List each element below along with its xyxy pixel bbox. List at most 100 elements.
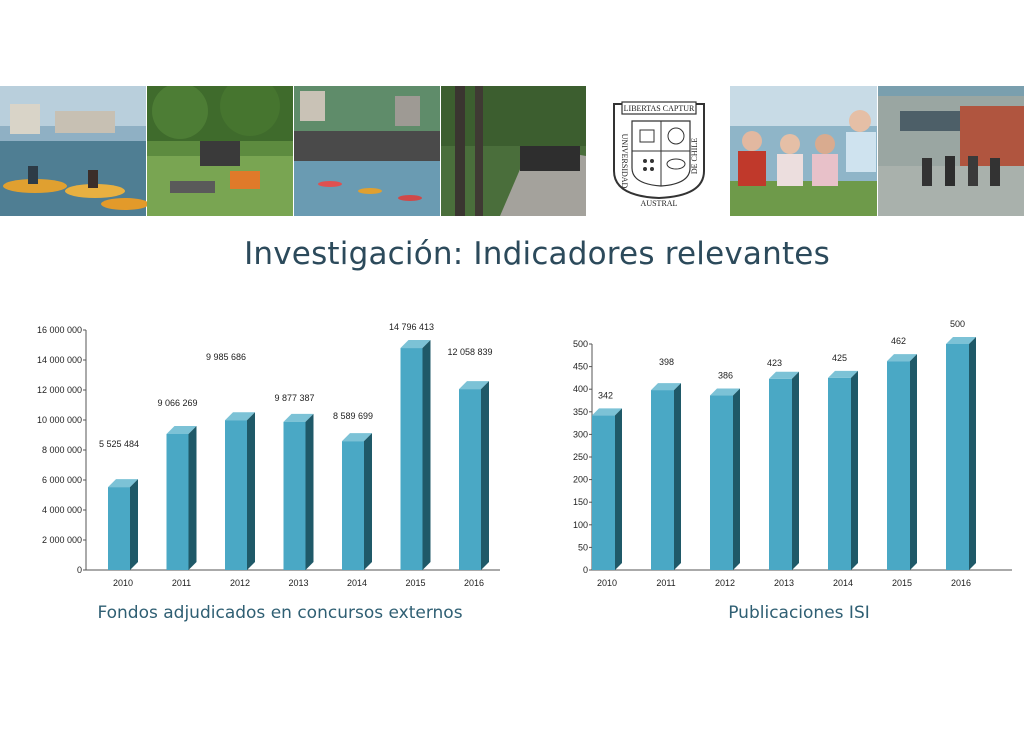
publicaciones-bar (887, 354, 917, 570)
fondos-bar (225, 412, 255, 570)
fondos-y-tick-label: 14 000 000 (37, 355, 82, 365)
fondos-bar-top (459, 381, 489, 390)
publicaciones-bar-front (592, 415, 615, 570)
publicaciones-y-tick-label: 500 (573, 339, 588, 349)
publicaciones-bar-front (710, 395, 733, 570)
publicaciones-bar-side (674, 383, 681, 570)
photo-tree-avenue (441, 86, 586, 216)
publicaciones-bar (828, 370, 858, 570)
fondos-bar (400, 340, 431, 570)
publicaciones-x-tick-label: 2010 (597, 578, 617, 588)
publicaciones-bar (710, 388, 740, 570)
publicaciones-bar (592, 408, 622, 570)
fondos-bar-front (108, 487, 130, 570)
publicaciones-bar-front (887, 361, 910, 570)
publicaciones-bar-top (769, 371, 799, 379)
publicaciones-bar (769, 371, 799, 570)
fondos-y-tick-label: 10 000 000 (37, 415, 82, 425)
publicaciones-bar (651, 383, 681, 570)
fondos-bar-front (166, 434, 189, 570)
photo-campus-building (878, 86, 1024, 216)
publicaciones-data-label: 342 (598, 390, 613, 400)
publicaciones-bar-side (969, 337, 976, 570)
publicaciones-x-tick-label: 2011 (656, 578, 675, 588)
fondos-y-tick-label: 16 000 000 (37, 325, 82, 335)
svg-text:AUSTRAL: AUSTRAL (641, 199, 678, 208)
svg-text:UNIVERSIDAD: UNIVERSIDAD (620, 134, 629, 189)
fondos-y-tick-label: 4 000 000 (42, 505, 82, 515)
publicaciones-bar-top (710, 388, 740, 396)
svg-text:LIBERTAS CAPTUR: LIBERTAS CAPTUR (624, 104, 695, 113)
publicaciones-bar-top (651, 383, 681, 391)
fondos-bar (166, 426, 197, 570)
publicaciones-data-label: 398 (659, 357, 674, 367)
fondos-data-label: 9 066 269 (157, 398, 197, 408)
publicaciones-y-tick-label: 450 (573, 362, 588, 372)
fondos-bar-top (283, 413, 314, 422)
fondos-bar-side (247, 412, 255, 570)
publicaciones-data-label: 423 (767, 358, 782, 368)
fondos-bar-front (225, 420, 247, 570)
fondos-y-tick-label: 0 (77, 565, 82, 575)
fondos-data-label: 14 796 413 (389, 322, 434, 332)
fondos-data-label: 5 525 484 (99, 439, 139, 449)
publicaciones-x-tick-label: 2012 (715, 578, 735, 588)
photo-kayaks (0, 86, 149, 216)
publicaciones-y-tick-label: 200 (573, 475, 588, 485)
publicaciones-data-label: 425 (832, 353, 847, 363)
fondos-bar-side (364, 433, 372, 570)
publicaciones-bar-top (828, 370, 858, 378)
publicaciones-bar-top (887, 354, 917, 362)
publicaciones-x-tick-label: 2016 (951, 578, 971, 588)
fondos-caption: Fondos adjudicados en concursos externos (97, 603, 462, 623)
fondos-bar-side (481, 381, 489, 570)
chart-fondos-svg: 0 2 000 000 4 000 000 6 000 000 8 000 000 10 … (37, 322, 500, 623)
publicaciones-bar-front (828, 377, 851, 570)
fondos-bar-front (342, 441, 364, 570)
fondos-bar (459, 381, 489, 570)
publicaciones-bar-top (946, 337, 976, 344)
publicaciones-bar-top (592, 408, 622, 416)
fondos-bar-side (130, 479, 138, 570)
fondos-bar-front (400, 348, 423, 570)
fondos-bar-front (283, 421, 306, 570)
publicaciones-y-tick-label: 300 (573, 429, 588, 439)
publicaciones-y-tick-label: 0 (583, 565, 588, 575)
fondos-data-label: 8 589 699 (333, 411, 373, 421)
fondos-y-tick-label: 6 000 000 (42, 475, 82, 485)
publicaciones-y-tick-label: 100 (573, 520, 588, 530)
fondos-bar-top (400, 340, 431, 349)
fondos-y-tick-label: 8 000 000 (42, 445, 82, 455)
photo-park (147, 86, 293, 216)
fondos-bar-side (188, 426, 197, 570)
chart-publicaciones: 0 50 100 150 200 250 300 350 400 450 500 342 2010 398… (512, 300, 1024, 640)
fondos-y-tick-label: 2 000 000 (42, 535, 82, 545)
fondos-bar-front (459, 389, 481, 570)
publicaciones-y-tick-label: 400 (573, 384, 588, 394)
publicaciones-bar-side (910, 354, 917, 570)
publicaciones-x-tick-label: 2014 (833, 578, 853, 588)
publicaciones-data-label: 386 (718, 371, 733, 381)
publicaciones-y-tick-label: 350 (573, 407, 588, 417)
svg-text:DE CHILE: DE CHILE (690, 138, 699, 174)
photo-river-festival (294, 86, 440, 216)
fondos-bar-top (342, 433, 372, 442)
publicaciones-bar-side (733, 388, 740, 570)
fondos-bar (342, 433, 372, 570)
fondos-x-tick-label: 2015 (405, 578, 425, 588)
fondos-x-tick-label: 2012 (230, 578, 250, 588)
publicaciones-bar-front (769, 378, 792, 570)
fondos-data-label: 9 877 387 (274, 393, 314, 403)
fondos-x-tick-label: 2010 (113, 578, 133, 588)
publicaciones-y-tick-label: 150 (573, 497, 588, 507)
fondos-bar-top (166, 426, 197, 435)
fondos-bar (283, 413, 314, 570)
photo-banner: LIBERTAS CAPTUR UNIVERSIDAD AUSTRAL DE C… (0, 86, 1024, 216)
publicaciones-bar (946, 337, 976, 570)
fondos-bar-top (225, 412, 255, 421)
publicaciones-data-label: 500 (950, 319, 965, 329)
publicaciones-x-tick-label: 2013 (774, 578, 794, 588)
chart-fondos: 0 2 000 000 4 000 000 6 000 000 8 000 000 10 … (0, 300, 512, 640)
fondos-bar-side (422, 340, 431, 570)
fondos-x-tick-label: 2013 (288, 578, 308, 588)
